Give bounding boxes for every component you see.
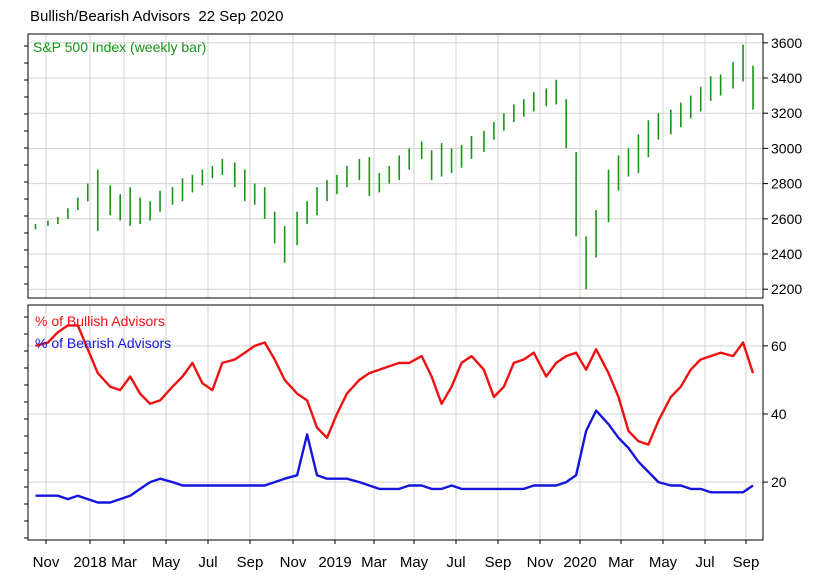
x-tick-label: 2019: [318, 554, 351, 571]
x-tick-label: Mar: [111, 554, 137, 571]
y-tick-label: 40: [771, 406, 787, 422]
x-axis: Nov 2018 Mar May Jul Sep Nov 2019 Mar May Jul Sep No…: [33, 540, 760, 571]
x-tick-label: Sep: [237, 554, 264, 571]
x-tick-label: May: [400, 554, 429, 571]
y-tick-label: 3400: [771, 70, 802, 86]
y-tick-label: 60: [771, 338, 787, 354]
x-tick-label: Sep: [733, 554, 760, 571]
y-tick-label: 3200: [771, 105, 802, 121]
x-tick-label: May: [649, 554, 678, 571]
x-tick-label: Nov: [280, 554, 307, 571]
x-tick-label: 2020: [563, 554, 596, 571]
x-tick-label: May: [152, 554, 181, 571]
x-tick-label: Jul: [695, 554, 714, 571]
x-tick-label: Nov: [527, 554, 554, 571]
bearish-legend: % of Bearish Advisors: [35, 335, 171, 351]
x-tick-label: Jul: [198, 554, 217, 571]
y-tick-label: 2200: [771, 281, 802, 297]
y-tick-label: 3600: [771, 35, 802, 51]
sentiment-panel: 20 40 60 % of Bullish Advisors % of Bearish …: [24, 304, 787, 541]
bullish-legend: % of Bullish Advisors: [35, 313, 165, 329]
bullish-line: [35, 324, 755, 446]
x-tick-label: Mar: [608, 554, 634, 571]
price-legend: S&P 500 Index (weekly bar): [33, 39, 206, 55]
y-tick-label: 2800: [771, 176, 802, 192]
chart-title: Bullish/Bearish Advisors 22 Sep 2020: [30, 8, 284, 25]
x-tick-label: Jul: [446, 554, 465, 571]
panel-frame: [27, 33, 764, 299]
y-tick-label: 3000: [771, 140, 802, 156]
x-tick-label: 2018: [73, 554, 106, 571]
x-tick-label: Mar: [361, 554, 387, 571]
price-panel: 2200 2400 2600 2800 3000 3200 3400 3600 S&P 500 …: [24, 33, 802, 299]
y-tick-label: 20: [771, 474, 787, 490]
panel-frame: [27, 304, 764, 541]
x-tick-label: Nov: [33, 554, 60, 571]
y-tick-label: 2600: [771, 211, 802, 227]
y-tick-label: 2400: [771, 246, 802, 262]
x-tick-label: Sep: [485, 554, 512, 571]
bearish-line: [35, 409, 754, 504]
